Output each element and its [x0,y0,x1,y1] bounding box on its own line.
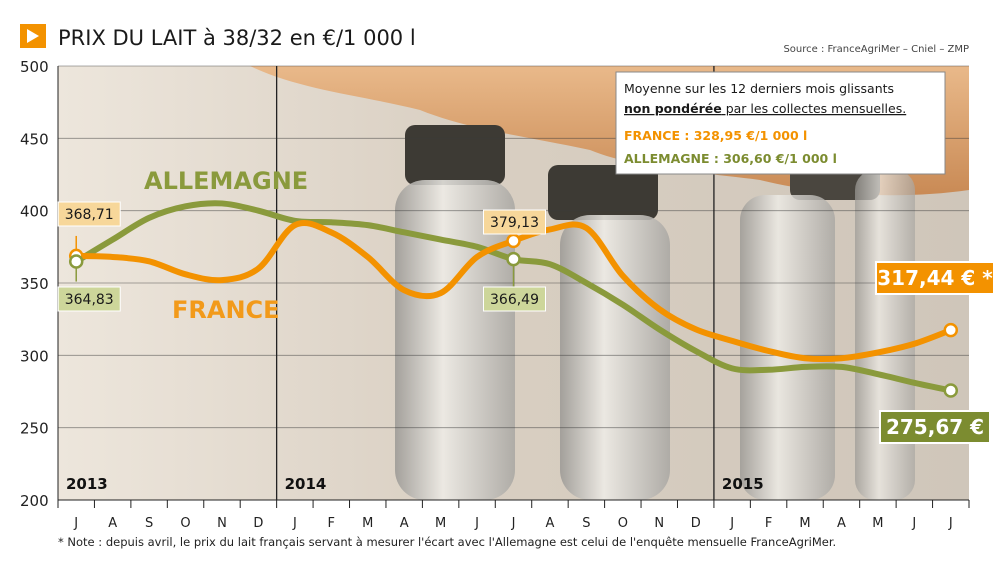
x-tick-label: A [108,516,117,531]
x-tick-label: M [362,516,373,531]
x-tick-label: D [691,516,701,531]
x-tick-label: O [180,516,190,531]
x-tick-label: M [435,516,446,531]
x-tick-label: J [73,516,78,531]
year-label-2014: 2014 [285,475,327,493]
annotation-france-start-bg [57,201,121,227]
y-tick-label-450: 450 [20,130,49,148]
y-tick-label-400: 400 [20,203,49,221]
x-tick-label: S [582,516,590,531]
x-tick-label: M [872,516,883,531]
x-tick-label: N [217,516,227,531]
annotations: 368,71 364,83 379,13 366,49 317,44 € * 275,67… [57,201,995,444]
france-series-label: FRANCE [172,296,280,324]
x-tick-label: J [911,516,916,531]
info-box: Moyenne sur les 12 derniers mois glissan… [615,71,946,175]
y-tick-label-300: 300 [20,347,49,365]
y-tick-label-250: 250 [20,420,49,438]
year-labels: 2013 2014 2015 [66,475,764,493]
annotation-allemagne-end-bg [879,410,991,444]
x-tick-label: O [618,516,628,531]
annotation-france-end: 317,44 € * [875,261,995,295]
annotation-france-mid-bg [483,209,546,235]
year-label-2013: 2013 [66,475,108,493]
footnote: * Note : depuis avril, le prix du lait f… [58,535,836,549]
x-tick-label: M [799,516,810,531]
annotation-allemagne-mid-bg [483,286,546,312]
x-tick-label: J [292,516,297,531]
y-tick-label-350: 350 [20,275,49,293]
annotation-france-mid: 379,13 [483,209,546,235]
annotation-france-start: 368,71 [57,201,121,227]
annotation-france-end-bg [875,261,995,295]
annotation-allemagne-mid: 366,49 [483,286,546,312]
x-tick-label: F [765,516,772,531]
source-text: Source : FranceAgriMer – Cniel – ZMP [783,44,969,55]
x-tick-label: A [837,516,846,531]
annotation-allemagne-end-text: 275,67 € [886,415,984,439]
annotation-allemagne-mid-text: 366,49 [490,292,539,308]
annotation-allemagne-start-bg [57,286,121,312]
annotation-france-start-text: 368,71 [65,207,114,223]
play-icon [27,29,39,43]
info-allemagne: ALLEMAGNE : 306,60 €/1 000 l [624,151,837,166]
point-allemagne-mid [506,251,521,267]
x-tick-label: S [145,516,153,531]
point-allemagne-end [943,383,959,398]
annotation-allemagne-start-text: 364,83 [65,292,114,308]
chart-title: PRIX DU LAIT à 38/32 en €/1 000 l [58,26,416,50]
x-tick-label: N [654,516,664,531]
year-label-2015: 2015 [722,475,764,493]
allemagne-series-label: ALLEMAGNE [144,167,308,195]
x-tick-label: D [253,516,263,531]
annotation-allemagne-start: 364,83 [57,286,121,312]
annotation-allemagne-end: 275,67 € [879,410,991,444]
annotation-france-mid-text: 379,13 [490,215,539,231]
x-tick-label: J [729,516,734,531]
annotation-france-end-text: 317,44 € * [877,266,993,290]
x-tick-label: J [948,516,953,531]
x-tick-label: J [474,516,479,531]
x-tick-label: A [545,516,554,531]
y-axis-ticks: 200 250 300 350 400 450 500 [20,58,49,510]
point-france-end [943,322,959,338]
x-tick-label: A [400,516,409,531]
info-line1: Moyenne sur les 12 derniers mois glissan… [624,81,894,96]
info-line2-rest: par les collectes mensuelles. [722,101,906,116]
y-tick-label-200: 200 [20,492,49,510]
info-france: FRANCE : 328,95 €/1 000 l [624,128,807,143]
x-tick-label: F [328,516,335,531]
info-line2-bold: non pondérée [624,101,722,116]
info-line2: non pondérée par les collectes mensuelle… [624,101,906,116]
y-tick-label-500: 500 [20,58,49,76]
point-allemagne-start [68,254,84,269]
x-tick-label: J [511,516,516,531]
point-france-mid [506,233,521,249]
